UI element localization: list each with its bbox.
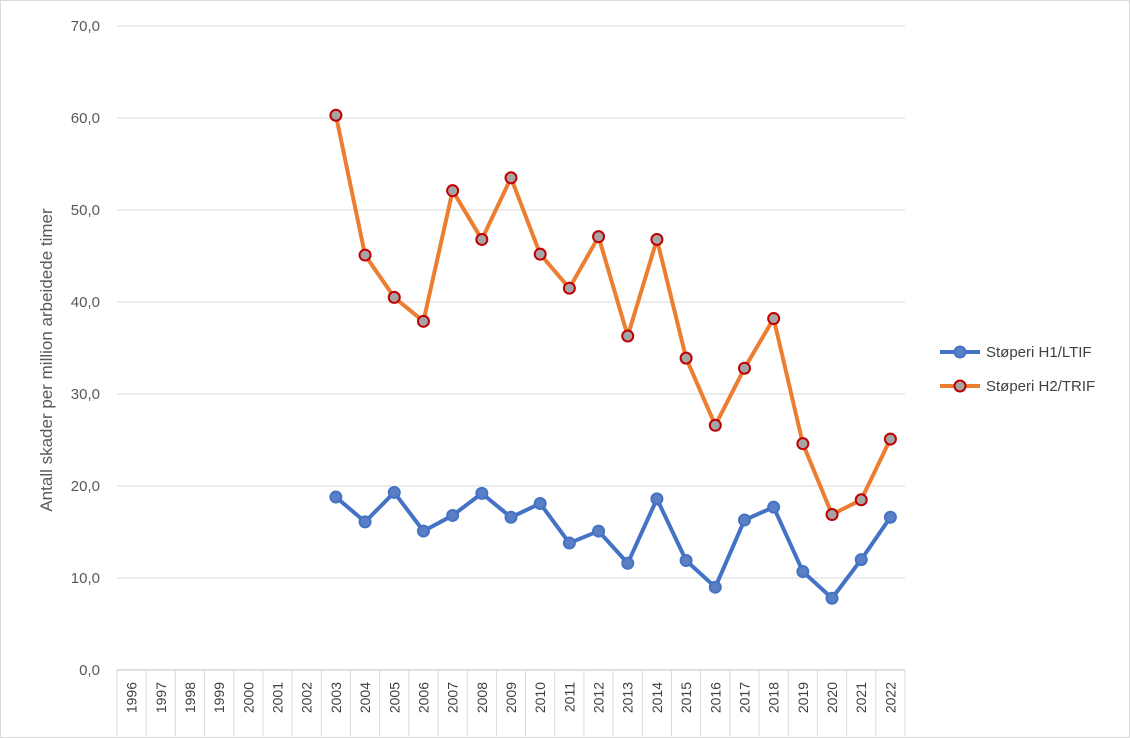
data-point — [708, 580, 722, 594]
data-point — [533, 247, 547, 261]
y-tick-label: 20,0 — [71, 478, 100, 495]
data-point — [475, 486, 489, 500]
data-point — [854, 553, 868, 567]
data-point — [737, 361, 751, 375]
data-point — [650, 492, 664, 506]
legend-entry: Støperi H2/TRIF — [940, 378, 1095, 395]
x-tick-label: 1996 — [124, 682, 140, 713]
data-point — [767, 312, 781, 326]
legend: Støperi H1/LTIF Støperi H2/TRIF — [940, 344, 1095, 395]
x-tick-label: 2021 — [853, 682, 869, 713]
data-point — [562, 536, 576, 550]
data-point — [358, 248, 372, 262]
data-point — [358, 515, 372, 529]
data-point — [504, 510, 518, 524]
x-tick-label: 2006 — [415, 682, 431, 713]
x-tick-label: 2001 — [270, 682, 286, 713]
axes: 0,0 10,0 20,0 30,0 40,0 50,0 60,0 70,0 1996 1997 1… — [71, 18, 906, 736]
data-point — [329, 490, 343, 504]
x-tick-label: 1998 — [182, 682, 198, 713]
x-tick-label: 2022 — [882, 682, 898, 713]
data-point — [533, 496, 547, 510]
data-point — [796, 565, 810, 579]
data-point — [446, 184, 460, 198]
data-point — [416, 524, 430, 538]
x-tick-label: 2002 — [299, 682, 315, 713]
data-point — [767, 500, 781, 514]
data-point — [387, 290, 401, 304]
data-point — [592, 524, 606, 538]
x-tick-label: 2020 — [824, 682, 840, 713]
data-point — [679, 554, 693, 568]
data-point — [446, 508, 460, 522]
y-tick-label: 60,0 — [71, 110, 100, 127]
series-layer — [329, 108, 897, 605]
data-point — [825, 591, 839, 605]
data-point — [475, 232, 489, 246]
y-tick-label: 50,0 — [71, 202, 100, 219]
data-point — [387, 485, 401, 499]
x-tick-label: 2003 — [328, 682, 344, 713]
legend-marker — [953, 379, 967, 393]
y-tick-label: 30,0 — [71, 386, 100, 403]
x-tick-label: 2004 — [357, 682, 373, 713]
x-tick-label: 2005 — [386, 682, 402, 713]
legend-label: Støperi H2/TRIF — [986, 378, 1095, 395]
data-point — [679, 351, 693, 365]
data-point — [708, 418, 722, 432]
data-point — [883, 510, 897, 524]
data-point — [329, 108, 343, 122]
y-tick-label: 0,0 — [79, 662, 100, 679]
x-tick-label: 2008 — [474, 682, 490, 713]
x-tick-label: 2010 — [532, 682, 548, 713]
x-tick-label: 2011 — [561, 682, 577, 712]
series-1 — [329, 485, 897, 605]
x-tick-label: 2015 — [678, 682, 694, 713]
data-point — [592, 230, 606, 244]
data-point — [416, 314, 430, 328]
x-tick-label: 2014 — [649, 682, 665, 713]
x-tick-label: 2017 — [736, 682, 752, 713]
data-point — [562, 281, 576, 295]
x-tick-label: 2013 — [620, 682, 636, 713]
x-tick-label: 2016 — [707, 682, 723, 713]
data-point — [883, 432, 897, 446]
x-tick-label: 2000 — [240, 682, 256, 713]
y-tick-label: 10,0 — [71, 570, 100, 587]
data-point — [504, 171, 518, 185]
legend-label: Støperi H1/LTIF — [986, 344, 1092, 361]
data-point — [621, 329, 635, 343]
data-point — [650, 232, 664, 246]
series-2 — [329, 108, 897, 522]
data-point — [796, 437, 810, 451]
y-axis-title: Antall skader per million arbeidede time… — [37, 208, 56, 512]
x-tick-label: 2007 — [445, 682, 461, 713]
y-tick-label: 40,0 — [71, 294, 100, 311]
legend-marker — [953, 345, 967, 359]
data-point — [825, 508, 839, 522]
legend-entry: Støperi H1/LTIF — [940, 344, 1092, 361]
x-tick-label: 2012 — [591, 682, 607, 713]
x-tick-label: 1999 — [211, 682, 227, 713]
data-point — [621, 556, 635, 570]
x-tick-label: 1997 — [153, 682, 169, 713]
data-point — [854, 493, 868, 507]
series-line — [333, 113, 893, 517]
y-tick-label: 70,0 — [71, 18, 100, 35]
x-tick-label: 2019 — [795, 682, 811, 713]
x-tick-label: 2009 — [503, 682, 519, 713]
gridlines — [117, 25, 905, 671]
data-point — [737, 513, 751, 527]
x-tick-label: 2018 — [766, 682, 782, 713]
